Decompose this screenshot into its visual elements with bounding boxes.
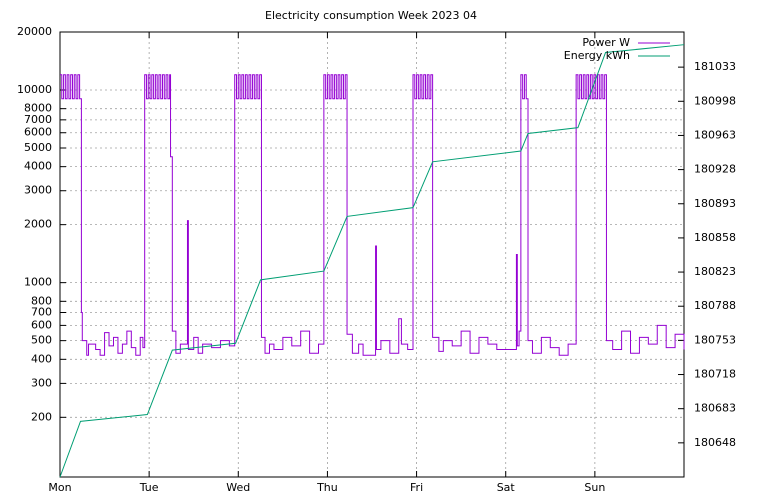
data-line	[59, 44, 685, 478]
y-tick-label: 7000	[24, 113, 52, 126]
y-tick-label: 20000	[17, 25, 52, 38]
y-tick-label: 10000	[17, 83, 52, 96]
y-tick-label: 800	[31, 294, 52, 307]
x-tick-label: Mon	[48, 481, 71, 494]
legend-label: Energy kWh	[564, 49, 630, 62]
x-tick-label: Sat	[497, 481, 516, 494]
x-tick-label: Sun	[584, 481, 605, 494]
y2-tick-label: 180788	[694, 299, 736, 312]
y2-tick-label: 180753	[694, 333, 736, 346]
y-tick-label: 1000	[24, 276, 52, 289]
y-tick-label: 3000	[24, 184, 52, 197]
x-tick-label: Thu	[316, 481, 338, 494]
y-tick-label: 6000	[24, 126, 52, 139]
y2-tick-label: 180928	[694, 163, 736, 176]
x-tick-label: Wed	[226, 481, 250, 494]
x-tick-label: Fri	[410, 481, 423, 494]
y2-tick-label: 180718	[694, 368, 736, 381]
y2-tick-label: 180998	[694, 94, 736, 107]
y2-tick-label: 180683	[694, 402, 736, 415]
y2-tick-label: 180823	[694, 265, 736, 278]
y2-tick-label: 181033	[694, 60, 736, 73]
x-tick-label: Tue	[139, 481, 159, 494]
y-tick-label: 300	[31, 376, 52, 389]
y-tick-label: 5000	[24, 141, 52, 154]
plot-frame	[59, 31, 685, 478]
y2-tick-label: 180893	[694, 197, 736, 210]
y-tick-label: 700	[31, 305, 52, 318]
y-tick-label: 4000	[24, 160, 52, 173]
data-line	[60, 74, 685, 356]
legend-label: Power W	[582, 36, 630, 49]
y-tick-label: 600	[31, 318, 52, 331]
y-tick-label: 8000	[24, 102, 52, 115]
y2-tick-label: 180858	[694, 231, 736, 244]
y-tick-label: 200	[31, 410, 52, 423]
y-tick-label: 400	[31, 352, 52, 365]
y2-tick-label: 180648	[694, 436, 736, 449]
chart-title: Electricity consumption Week 2023 04	[265, 9, 477, 22]
y2-tick-label: 180963	[694, 128, 736, 141]
y-tick-label: 500	[31, 334, 52, 347]
y-tick-label: 2000	[24, 218, 52, 231]
